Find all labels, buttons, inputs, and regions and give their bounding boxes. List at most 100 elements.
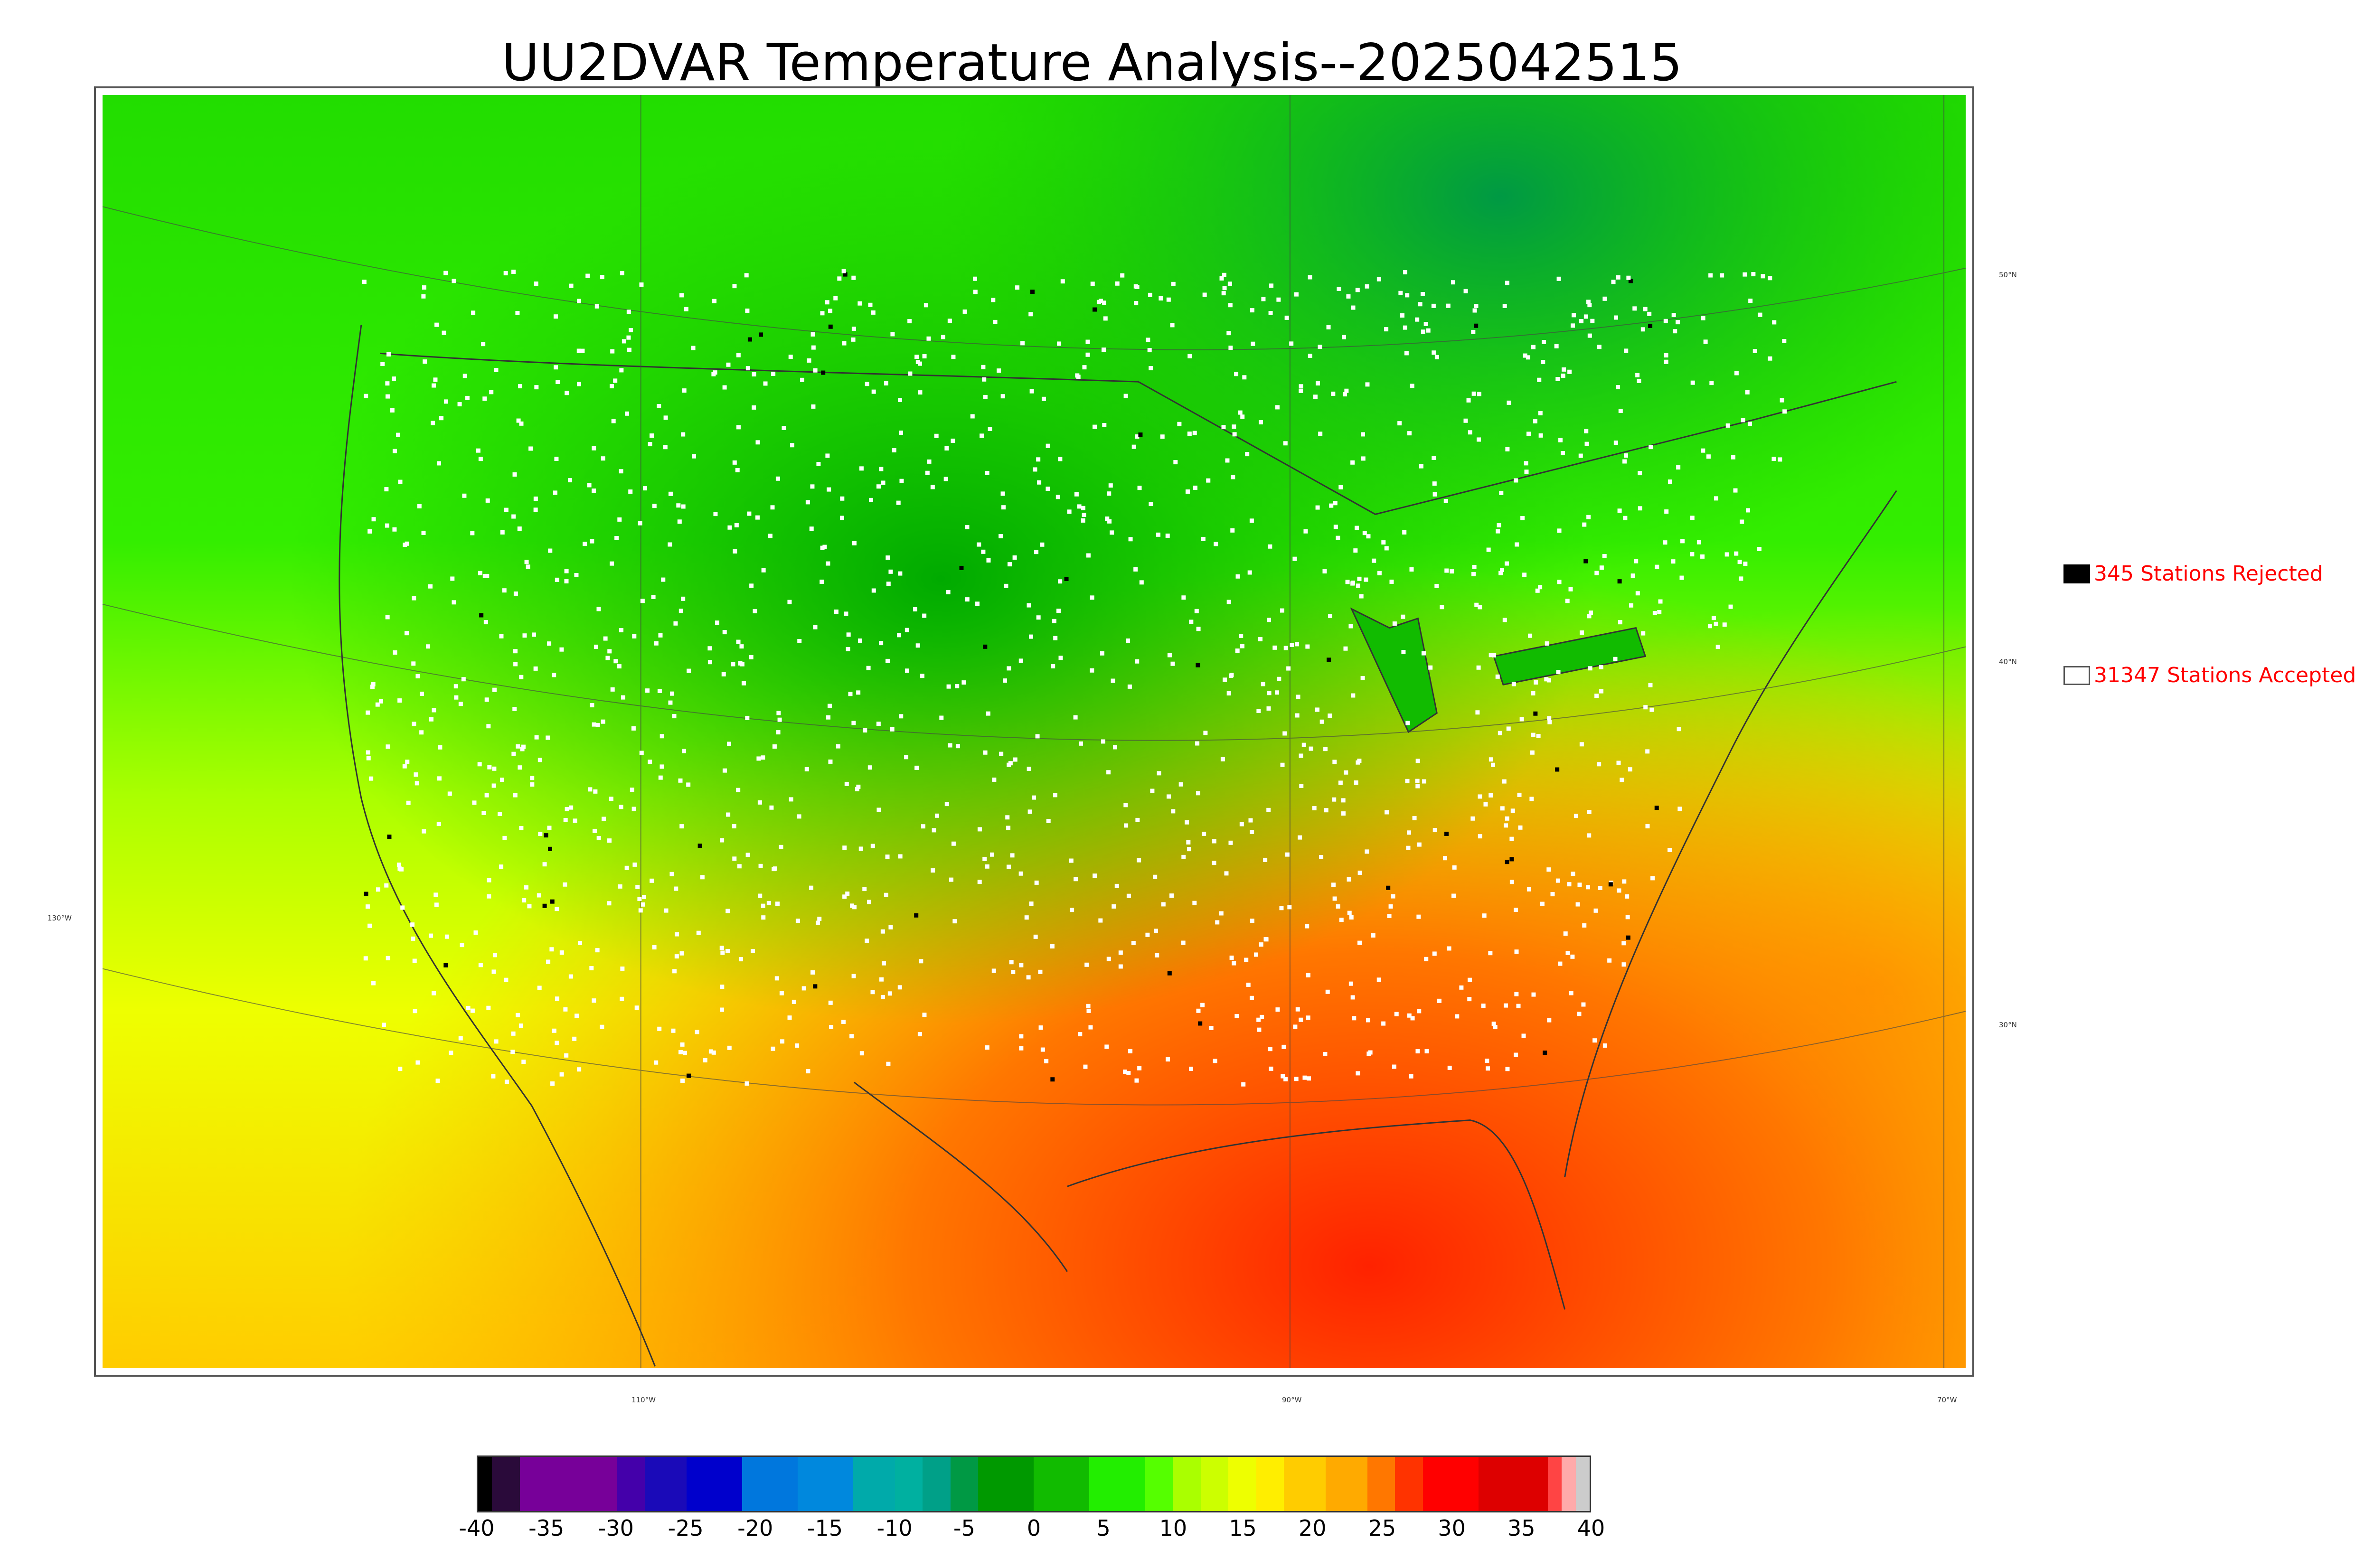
accepted-station-marker [592, 488, 596, 493]
accepted-station-marker [627, 347, 631, 352]
accepted-station-marker [573, 818, 577, 823]
accepted-station-marker [1108, 483, 1113, 488]
rejected-station-marker [1050, 1077, 1055, 1082]
accepted-station-marker [779, 991, 784, 995]
accepted-station-marker [711, 372, 716, 376]
colorbar-segment [950, 1457, 979, 1511]
accepted-station-marker [1483, 802, 1488, 807]
accepted-station-marker [1167, 653, 1172, 657]
accepted-station-marker [797, 638, 802, 643]
accepted-station-marker [634, 1005, 639, 1010]
colorbar-tick-label: 15 [1229, 1515, 1257, 1541]
accepted-station-marker [761, 755, 765, 760]
accepted-station-marker [1518, 825, 1523, 830]
colorbar-segment [1089, 1457, 1145, 1511]
accepted-station-marker [1357, 576, 1362, 581]
accepted-station-marker [1547, 720, 1552, 724]
accepted-station-marker [1349, 915, 1354, 920]
accepted-station-marker [611, 419, 616, 423]
accepted-station-marker [1166, 1057, 1170, 1062]
accepted-station-marker [1058, 457, 1063, 461]
accepted-station-marker [538, 832, 543, 836]
accepted-station-marker [1415, 317, 1420, 322]
accepted-station-marker [1472, 308, 1477, 313]
accepted-station-marker [527, 904, 532, 909]
accepted-station-marker [1114, 883, 1119, 888]
rejected-station-marker [686, 1073, 691, 1078]
accepted-station-marker [934, 433, 939, 438]
accepted-station-marker [1040, 542, 1045, 547]
accepted-station-marker [1339, 918, 1344, 922]
accepted-station-marker [1250, 830, 1254, 835]
accepted-station-marker [1032, 795, 1036, 800]
lat-label-40n: 40°N [1999, 657, 2017, 666]
accepted-station-marker [1112, 904, 1116, 909]
accepted-station-marker [686, 782, 691, 787]
accepted-station-marker [626, 310, 631, 314]
accepted-station-marker [590, 539, 594, 544]
accepted-station-marker [1102, 300, 1106, 305]
accepted-station-marker [1299, 384, 1303, 389]
accepted-station-marker [1253, 952, 1258, 957]
accepted-station-marker [1220, 757, 1225, 761]
accepted-station-marker [946, 684, 951, 689]
accepted-station-marker [1401, 614, 1405, 619]
accepted-station-marker [668, 491, 673, 496]
accepted-station-marker [851, 275, 856, 280]
accepted-station-marker [1123, 1069, 1128, 1074]
accepted-station-marker [948, 743, 952, 748]
accepted-station-marker [577, 299, 582, 303]
accepted-station-marker [610, 349, 615, 354]
rejected-station-marker [1505, 860, 1509, 864]
accepted-station-marker [1485, 1058, 1489, 1063]
accepted-station-marker [1443, 499, 1448, 504]
accepted-station-marker [457, 402, 462, 407]
accepted-station-marker [856, 690, 861, 695]
accepted-station-marker [370, 685, 375, 689]
accepted-station-marker [1392, 621, 1397, 626]
accepted-station-marker [1257, 1027, 1262, 1032]
temperature-colorbar [477, 1455, 1591, 1512]
accepted-station-marker [500, 530, 505, 535]
accepted-station-marker [522, 898, 527, 903]
accepted-station-marker [1203, 731, 1208, 735]
accepted-station-marker [1149, 502, 1153, 507]
accepted-station-marker [485, 498, 490, 503]
accepted-station-marker [779, 845, 783, 849]
accepted-station-marker [816, 462, 821, 467]
accepted-station-marker [981, 365, 986, 369]
accepted-station-marker [1405, 721, 1410, 725]
accepted-station-marker [400, 905, 405, 910]
accepted-station-marker [512, 472, 517, 477]
accepted-station-marker [1741, 418, 1745, 423]
colorbar-segment [1173, 1457, 1201, 1511]
accepted-station-marker [512, 707, 517, 712]
accepted-station-marker [1734, 551, 1739, 556]
accepted-station-marker [1626, 275, 1631, 280]
accepted-station-marker [695, 1030, 699, 1034]
accepted-station-marker [834, 609, 838, 614]
accepted-station-marker [1090, 595, 1094, 600]
accepted-station-marker [1505, 447, 1510, 451]
accepted-station-marker [1323, 747, 1328, 751]
accepted-station-marker [577, 382, 582, 386]
accepted-station-marker [1592, 1038, 1597, 1043]
accepted-station-marker [1344, 770, 1348, 775]
accepted-station-marker [411, 936, 415, 941]
accepted-station-marker [1613, 657, 1618, 661]
accepted-station-marker [1740, 519, 1744, 524]
accepted-station-marker [886, 555, 890, 560]
accepted-station-marker [1275, 690, 1280, 695]
accepted-station-marker [600, 1024, 604, 1029]
colorbar-segment [1562, 1457, 1576, 1511]
accepted-station-marker [577, 1067, 582, 1072]
accepted-station-marker [931, 868, 935, 873]
accepted-station-marker [1276, 297, 1281, 302]
accepted-station-marker [1526, 355, 1530, 360]
accepted-station-marker [1165, 533, 1170, 538]
accepted-station-marker [619, 628, 624, 633]
accepted-station-marker [1418, 302, 1423, 307]
accepted-station-marker [1251, 341, 1255, 346]
temperature-map[interactable] [94, 86, 1974, 1377]
accepted-station-marker [1602, 1043, 1607, 1048]
